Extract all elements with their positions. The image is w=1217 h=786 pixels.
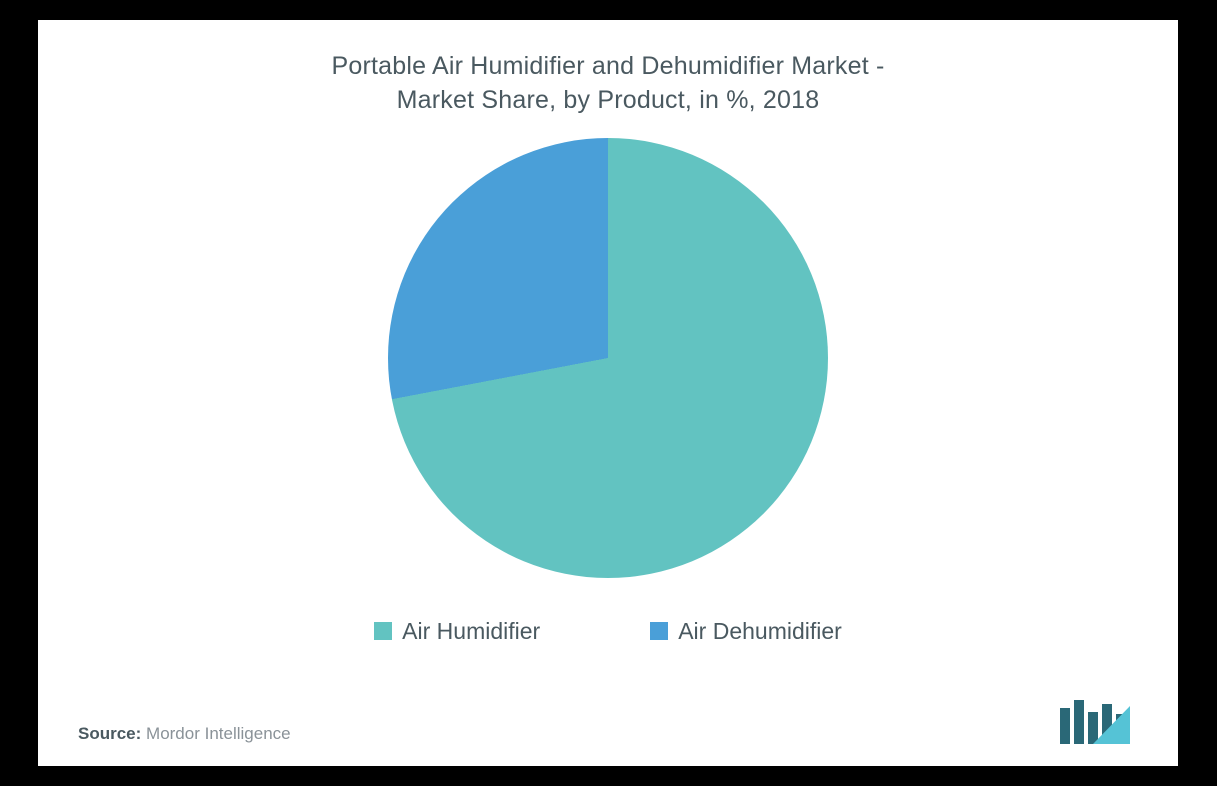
chart-card: Portable Air Humidifier and Dehumidifier…: [38, 20, 1178, 766]
legend: Air Humidifier Air Dehumidifier: [78, 618, 1138, 645]
footer: Source: Mordor Intelligence: [78, 700, 1138, 744]
pie-container: [78, 138, 1138, 578]
legend-label: Air Humidifier: [402, 618, 540, 645]
legend-item: Air Dehumidifier: [650, 618, 842, 645]
source-attribution: Source: Mordor Intelligence: [78, 724, 291, 744]
chart-title-line1: Portable Air Humidifier and Dehumidifier…: [331, 52, 884, 80]
pie-chart: [388, 138, 828, 578]
legend-label: Air Dehumidifier: [678, 618, 842, 645]
mordor-logo-icon: [1060, 700, 1138, 744]
chart-title-line2: Market Share, by Product, in %, 2018: [397, 86, 820, 114]
source-label: Source:: [78, 724, 141, 743]
legend-item: Air Humidifier: [374, 618, 540, 645]
legend-swatch-icon: [650, 622, 668, 640]
source-value: Mordor Intelligence: [146, 724, 291, 743]
chart-title: Portable Air Humidifier and Dehumidifier…: [78, 50, 1138, 118]
legend-swatch-icon: [374, 622, 392, 640]
